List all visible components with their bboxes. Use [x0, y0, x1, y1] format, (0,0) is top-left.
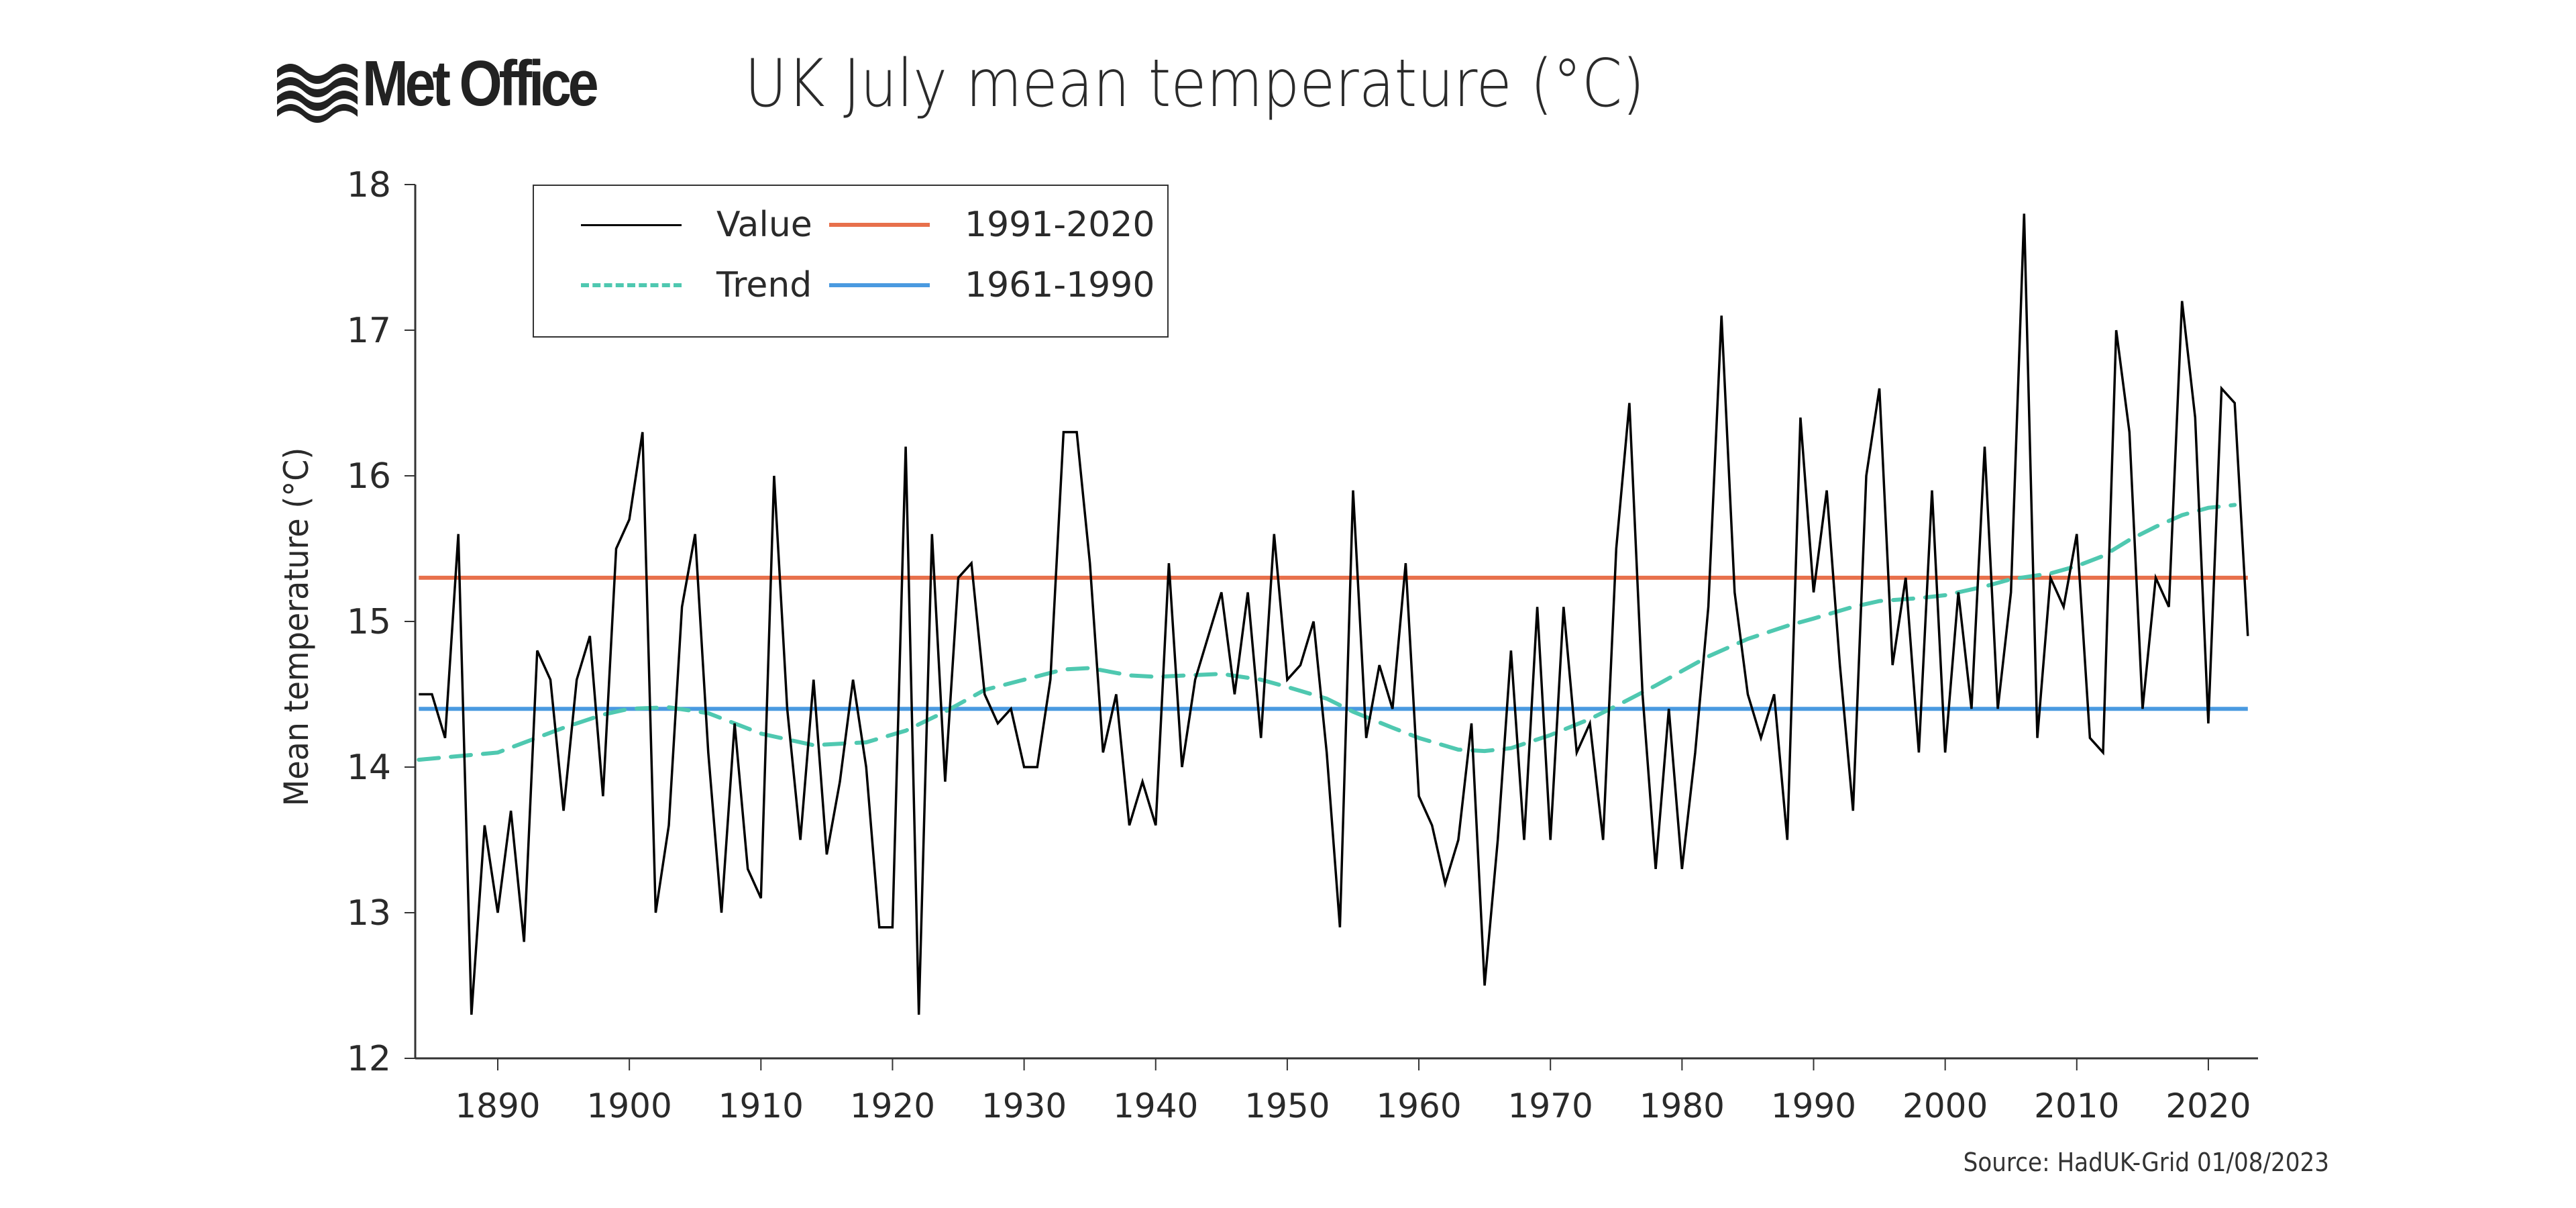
x-tick-label: 1900 — [587, 1087, 672, 1125]
y-axis-label: Mean temperature (°C) — [277, 447, 316, 807]
x-tick-label: 1890 — [455, 1087, 540, 1125]
legend-swatch-1991-2020 — [829, 223, 930, 227]
x-tick-label: 1940 — [1113, 1087, 1198, 1125]
met-office-waves-icon — [277, 64, 358, 123]
y-tick-label: 18 — [347, 165, 391, 205]
y-tick-label: 14 — [347, 748, 391, 788]
legend-swatch-trend — [581, 283, 682, 287]
legend-label-1961-1990: 1961-1990 — [965, 265, 1155, 305]
legend-label-trend: Trend — [716, 265, 812, 305]
x-tick-label: 1950 — [1244, 1087, 1330, 1125]
x-tick-label: 1930 — [981, 1087, 1067, 1125]
x-tick-label: 1980 — [1640, 1087, 1725, 1125]
legend-item-1961-1990: 1961-1990 — [829, 265, 1155, 305]
y-tick-label: 16 — [347, 456, 391, 497]
y-tick-label: 17 — [347, 311, 391, 351]
legend-label-value: Value — [716, 205, 812, 245]
x-tick-label: 1990 — [1771, 1087, 1856, 1125]
legend-label-1991-2020: 1991-2020 — [965, 205, 1155, 245]
x-tick-label: 1960 — [1376, 1087, 1461, 1125]
legend-item-trend: Trend — [581, 265, 812, 305]
x-tick-label: 1920 — [850, 1087, 935, 1125]
y-tick-label: 13 — [347, 893, 391, 934]
y-tick-label: 15 — [347, 602, 391, 642]
x-tick-label: 1970 — [1508, 1087, 1593, 1125]
axes — [405, 184, 2258, 1070]
x-tick-label: 2020 — [2165, 1087, 2251, 1125]
legend-swatch-value — [581, 223, 682, 226]
legend: Value 1991-2020 Trend 1961-1990 — [533, 185, 1169, 338]
x-tick-label: 2010 — [2034, 1087, 2119, 1125]
series-line-trend — [417, 503, 2237, 762]
legend-item-1991-2020: 1991-2020 — [829, 205, 1155, 245]
series-line-value — [419, 213, 2249, 1015]
x-tick-label: 1910 — [718, 1087, 804, 1125]
met-office-logo: Met Office — [362, 48, 599, 119]
source-note: Source: HadUK-Grid 01/08/2023 — [1963, 1148, 2329, 1177]
legend-swatch-1961-1990 — [829, 283, 930, 287]
legend-item-value: Value — [581, 205, 812, 245]
x-tick-label: 2000 — [1902, 1087, 1988, 1125]
y-tick-label: 12 — [347, 1039, 391, 1079]
series-group — [417, 213, 2249, 1015]
tick-labels: 12 13 14 15 16 17 18 1890 1900 1910 1920 1930 1940 19… — [347, 165, 2251, 1125]
chart-title: UK July mean temperature (°C) — [745, 46, 1645, 122]
